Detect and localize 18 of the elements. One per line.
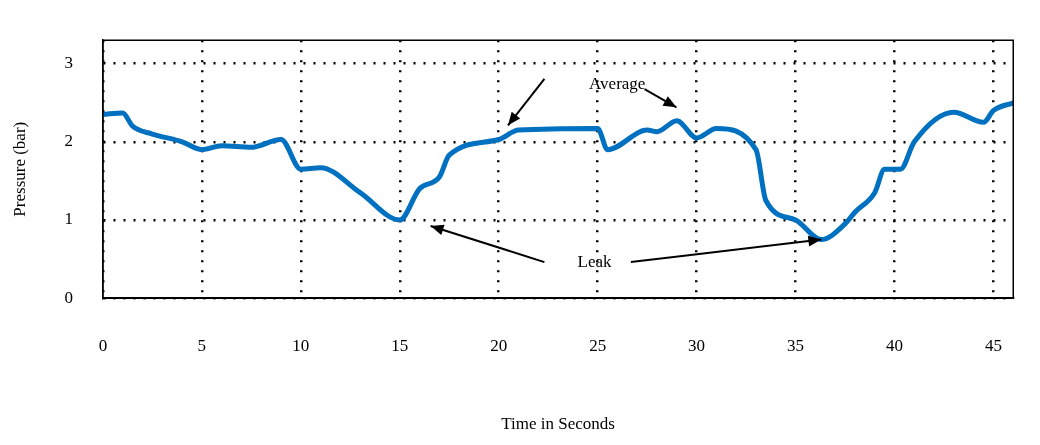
y-tick-label: 1 xyxy=(64,209,73,229)
x-tick-label: 35 xyxy=(787,335,805,355)
y-axis-title: Pressure (bar) xyxy=(9,121,29,217)
x-tick-label: 15 xyxy=(391,335,409,355)
x-tick-label: 30 xyxy=(688,335,706,355)
y-tick-label: 2 xyxy=(64,131,73,151)
x-tick-label: 25 xyxy=(589,335,607,355)
annotation: Leak xyxy=(577,251,612,271)
x-tick-label: 45 xyxy=(984,335,1002,355)
x-tick-label: 0 xyxy=(98,335,108,355)
x-tick-label: 20 xyxy=(490,335,508,355)
x-tick-label: 5 xyxy=(197,335,207,355)
x-tick-label: 10 xyxy=(292,335,310,355)
annotation: Average xyxy=(589,73,646,93)
x-axis-title: Time in Seconds xyxy=(501,414,615,434)
y-tick-label: 3 xyxy=(64,53,73,73)
x-tick-label: 40 xyxy=(886,335,904,355)
y-tick-label: 0 xyxy=(64,287,73,307)
